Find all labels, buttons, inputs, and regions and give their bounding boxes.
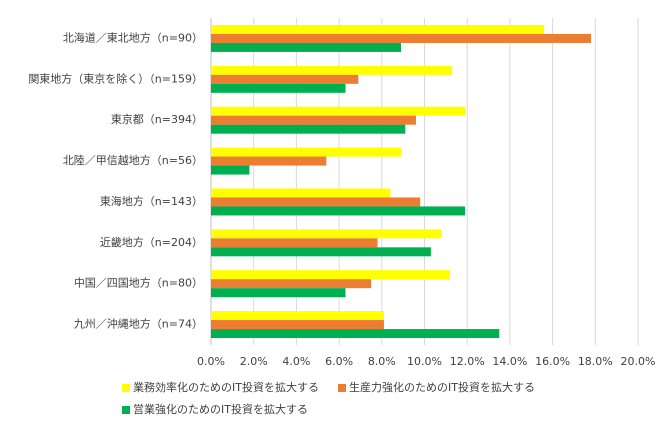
y-tick-label: 北海道／東北地方（n=90） (63, 30, 203, 44)
bar (211, 247, 431, 257)
legend-label: 業務効率化のためのIT投資を拡大する (133, 380, 319, 394)
bar (211, 24, 545, 34)
bar (211, 65, 453, 75)
x-tick-label: 0.0% (197, 355, 225, 368)
bar (211, 188, 391, 198)
bar (211, 115, 416, 125)
bar (211, 147, 402, 157)
bar (211, 42, 402, 52)
y-tick-label: 東海地方（n=143） (100, 194, 203, 208)
bar (211, 329, 500, 339)
y-tick-label: 近畿地方（n=204） (100, 235, 203, 249)
bar (211, 165, 250, 175)
y-tick-label: 中国／四国地方（n=80） (74, 276, 203, 290)
legend-swatch (338, 384, 346, 392)
x-tick-label: 2.0% (240, 355, 268, 368)
bar (211, 106, 466, 116)
x-tick-label: 6.0% (325, 355, 353, 368)
bar (211, 229, 442, 239)
x-tick-label: 12.0% (450, 355, 485, 368)
x-tick-label: 4.0% (282, 355, 310, 368)
x-tick-label: 20.0% (621, 355, 656, 368)
bar (211, 156, 327, 166)
bar (211, 33, 592, 43)
y-tick-label: 北陸／甲信越地方（n=56） (63, 153, 203, 167)
x-tick-label: 16.0% (535, 355, 570, 368)
legend-label: 生産力強化のためのIT投資を拡大する (349, 380, 535, 394)
y-tick-label: 関東地方（東京を除く）（n=159） (28, 71, 203, 85)
x-tick-label: 8.0% (368, 355, 396, 368)
bar (211, 311, 384, 321)
bar (211, 270, 451, 280)
bar (211, 74, 359, 84)
bar (211, 238, 378, 248)
legend-label: 営業強化のためのIT投資を拡大する (133, 402, 308, 416)
y-tick-label: 九州／沖縄地方（n=74） (74, 317, 203, 331)
bar (211, 124, 406, 134)
bar (211, 279, 372, 289)
legend-swatch (122, 406, 130, 414)
bar (211, 320, 384, 330)
x-tick-label: 14.0% (492, 355, 527, 368)
bar (211, 197, 421, 207)
x-tick-label: 18.0% (578, 355, 613, 368)
x-tick-label: 10.0% (407, 355, 442, 368)
bar (211, 288, 346, 298)
y-tick-label: 東京都（n=394） (111, 112, 203, 126)
bar (211, 83, 346, 93)
legend-swatch (122, 384, 130, 392)
bar (211, 206, 466, 216)
